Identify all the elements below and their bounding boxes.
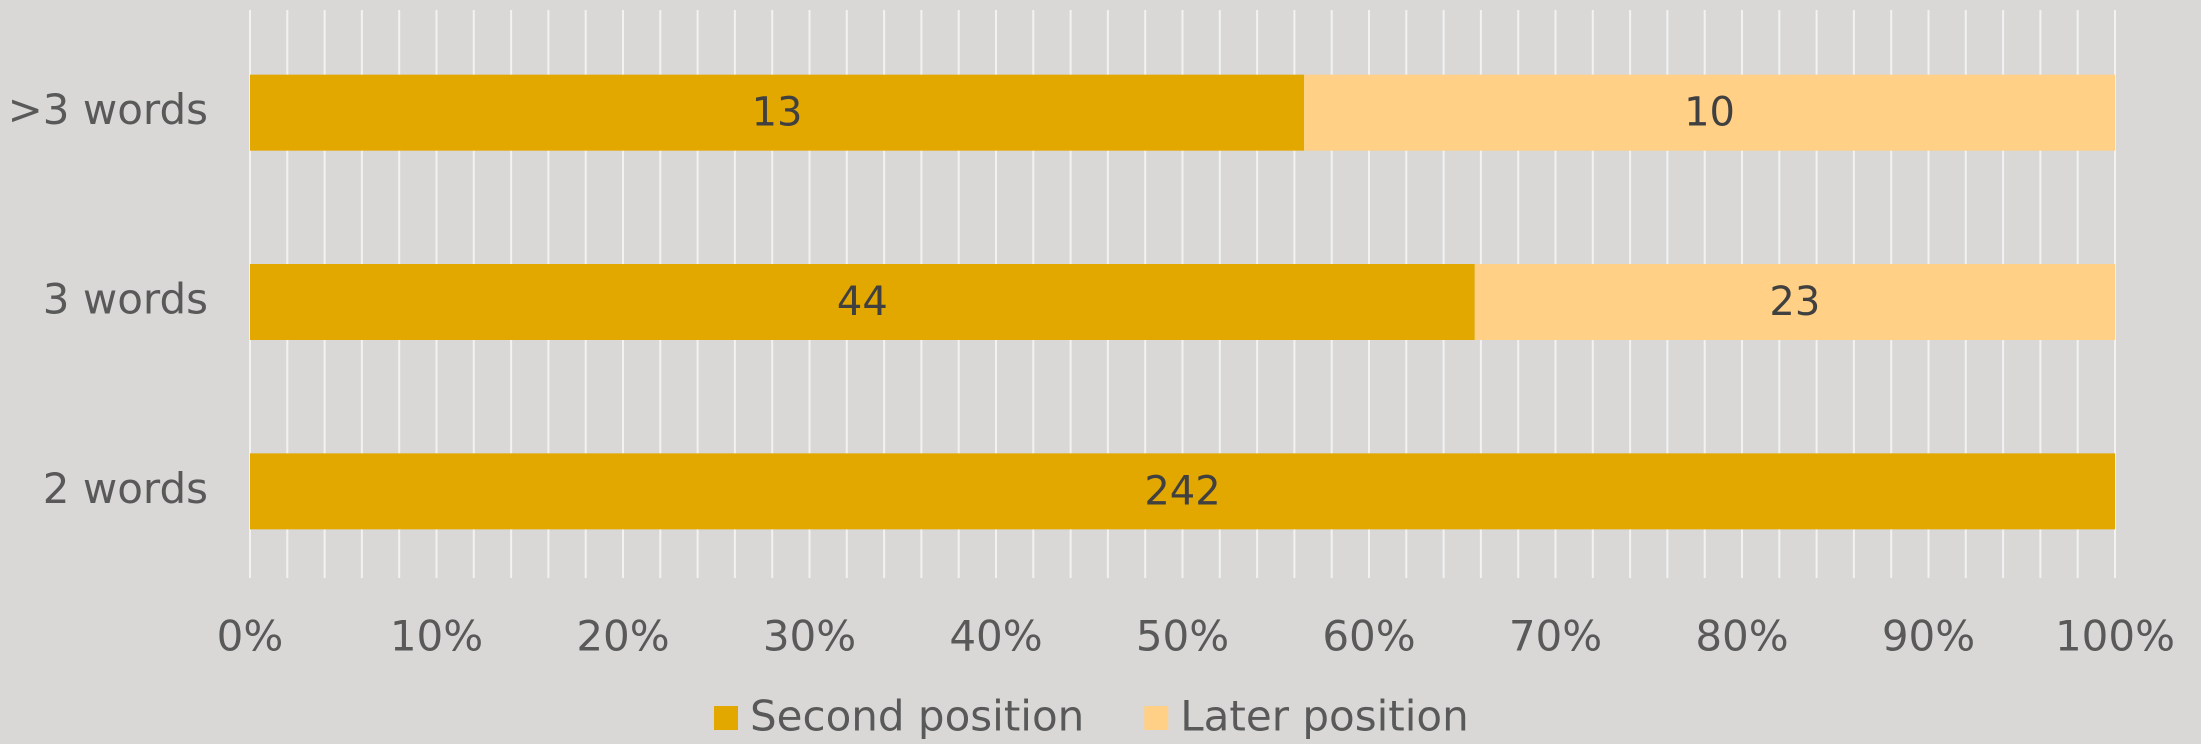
category-label: 2 words xyxy=(43,464,208,513)
data-label: 44 xyxy=(837,279,888,325)
data-label: 13 xyxy=(752,90,803,136)
x-tick-label: 100% xyxy=(2055,612,2175,661)
x-tick-label: 30% xyxy=(763,612,856,661)
x-tick-label: 0% xyxy=(217,612,284,661)
x-tick-label: 20% xyxy=(576,612,669,661)
x-tick-label: 60% xyxy=(1322,612,1415,661)
category-label: >3 words xyxy=(8,85,208,134)
bar-segment xyxy=(250,264,1475,340)
x-tick-label: 10% xyxy=(390,612,483,661)
x-tick-label: 50% xyxy=(1136,612,1229,661)
data-label: 23 xyxy=(1769,279,1820,325)
legend-label: Later position xyxy=(1180,692,1468,741)
bar-segment xyxy=(250,74,1305,151)
x-tick-label: 90% xyxy=(1882,612,1975,661)
data-label: 10 xyxy=(1684,90,1735,136)
x-tick-label: 40% xyxy=(949,612,1042,661)
category-label: 3 words xyxy=(43,275,208,324)
bar-segment xyxy=(250,453,2115,530)
x-tick-label: 70% xyxy=(1509,612,1602,661)
bar-segment xyxy=(1474,264,2115,340)
data-label: 242 xyxy=(1144,468,1220,514)
legend-label: Second position xyxy=(750,692,1084,741)
legend-swatch xyxy=(1144,706,1169,730)
legend-swatch xyxy=(714,706,738,730)
bar-segment xyxy=(1304,74,2115,151)
x-tick-label: 80% xyxy=(1695,612,1788,661)
